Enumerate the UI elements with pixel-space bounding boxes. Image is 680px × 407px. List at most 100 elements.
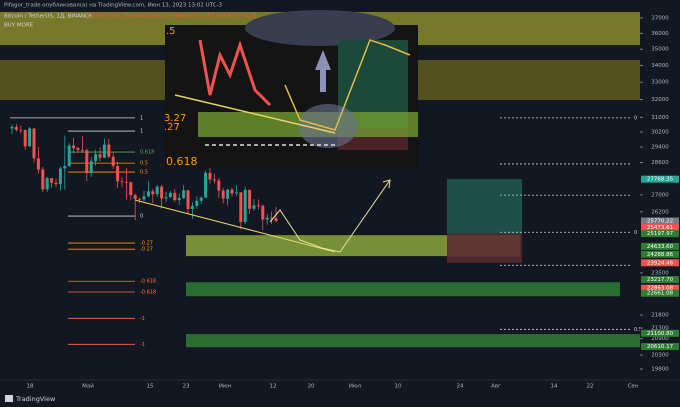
y-tick-label: 29400	[651, 145, 669, 151]
candle-body	[252, 205, 256, 209]
candle-body	[80, 149, 84, 151]
inset-trend	[174, 94, 336, 134]
fib-label: -0.618	[140, 290, 156, 296]
candle-body	[265, 217, 269, 220]
price-tag-label: 25770.22	[647, 219, 673, 225]
candle-body	[270, 217, 274, 219]
price-tag-label: 22661.08	[647, 291, 674, 297]
y-tick-label: 31000	[651, 115, 669, 121]
candle-body	[133, 195, 137, 200]
candle-body	[173, 192, 177, 201]
y-tick-label: 35000	[651, 47, 669, 53]
candles	[10, 124, 278, 231]
candle-body	[94, 154, 98, 162]
x-tick-label: 18	[27, 384, 34, 390]
y-tick-label: 23500	[651, 270, 669, 276]
y-tick-label: 27000	[651, 192, 669, 198]
price-tag-label: 24633.60	[647, 244, 674, 250]
inset-path	[284, 39, 411, 131]
candle-body	[221, 190, 225, 199]
candle-body	[168, 192, 172, 198]
candle-body	[151, 191, 155, 195]
candle-body	[239, 192, 243, 222]
x-tick-label: 24	[457, 384, 464, 390]
inset-circle	[298, 104, 358, 148]
candle-body	[160, 186, 164, 199]
candle-body	[182, 190, 186, 199]
zone	[186, 334, 640, 348]
candle-body	[146, 191, 150, 197]
price-axis	[640, 0, 680, 380]
y-tick-label: 36000	[651, 31, 669, 37]
candle-body	[72, 145, 76, 149]
candle-body	[190, 205, 194, 209]
inset: .5 3.27 .27 0.618	[164, 10, 418, 168]
y-tick-label: 33000	[651, 80, 669, 86]
forecast-path	[269, 179, 391, 253]
price-tag	[641, 175, 679, 183]
candle-body	[111, 156, 115, 166]
y-tick-label: 32000	[651, 97, 669, 103]
inset-text: .27	[164, 122, 180, 133]
price-tag-label: 23924.46	[647, 260, 674, 266]
candle-body	[230, 189, 234, 194]
footer: TradingView	[15, 395, 56, 403]
price-tag	[641, 230, 679, 238]
candle-body	[212, 179, 216, 181]
price-tag	[641, 259, 679, 267]
candle-body	[28, 128, 32, 147]
y-tick-label: 21300	[651, 326, 669, 332]
x-tick-label: 23	[183, 384, 190, 390]
y-tick-label: 20900	[651, 336, 669, 342]
candle-body	[142, 196, 146, 200]
candle-body	[234, 192, 238, 194]
candle-body	[107, 144, 111, 157]
candle-body	[177, 198, 181, 201]
price-tag	[641, 329, 679, 337]
forecast-arrow	[382, 179, 391, 189]
price-tag	[641, 217, 679, 225]
candle-body	[89, 161, 93, 174]
candle-body	[58, 168, 62, 185]
candle-body	[129, 182, 133, 196]
candle-body	[19, 129, 23, 131]
price-tag-label: 20610.17	[647, 344, 674, 350]
candle-body	[256, 205, 260, 207]
candle-body	[155, 186, 159, 195]
fib-label: -1	[140, 316, 145, 322]
x-tick-label: Июл	[349, 384, 362, 390]
candle-body	[274, 218, 278, 222]
candle-body	[10, 126, 14, 129]
y-tick-label: 28600	[651, 160, 669, 166]
candle-body	[120, 181, 124, 183]
candle-body	[102, 144, 106, 158]
inset-candles	[198, 39, 272, 107]
y-tick-label: 21800	[651, 312, 669, 318]
candle-body	[98, 154, 102, 158]
fib-label: -1	[140, 342, 145, 348]
y-tick-label: 30200	[651, 130, 669, 136]
trend-line	[134, 199, 336, 253]
price-tag-label: 21100.80	[647, 331, 674, 337]
candle-body	[195, 200, 199, 206]
x-tick-label: Июн	[219, 384, 232, 390]
candle-body	[67, 145, 71, 167]
x-tick-label: Май	[82, 383, 94, 390]
x-tick-label: 15	[147, 384, 154, 390]
x-tick-label: Авг	[491, 384, 501, 390]
candle-body	[204, 172, 208, 198]
candle-body	[36, 158, 40, 170]
price-tag	[641, 276, 679, 284]
candle-body	[85, 150, 89, 174]
price-tag-label: 23217.70	[647, 277, 674, 283]
candle-body	[261, 205, 265, 220]
x-tick-label: Сен	[628, 384, 639, 390]
zone	[186, 282, 620, 297]
y-tick-label: 37000	[651, 16, 669, 22]
price-tag-label: 24288.86	[647, 252, 674, 258]
right-level-label: 0	[634, 230, 637, 236]
header: Pifagor_trade опубликовал(а) на TradingV…	[4, 3, 222, 9]
candle-body	[50, 178, 54, 183]
price-tag-label: 27768.35	[647, 177, 674, 183]
